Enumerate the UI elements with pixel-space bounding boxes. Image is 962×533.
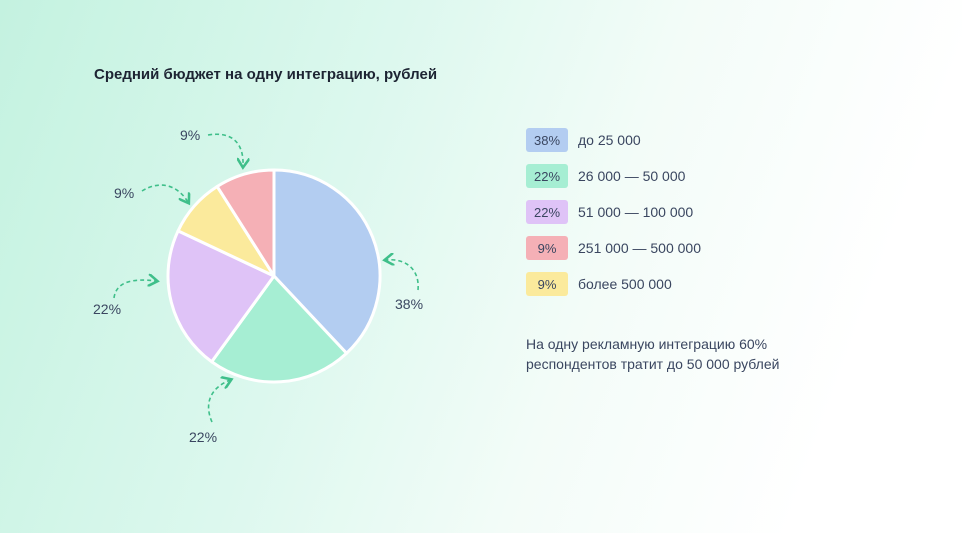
callout-arrow (113, 280, 156, 299)
callout-arrow (386, 260, 419, 291)
summary-note: На одну рекламную интеграцию 60% респонд… (526, 334, 826, 374)
slice-percent-label: 22% (93, 301, 121, 317)
legend-percent-badge: 22% (526, 200, 568, 224)
slice-percent-label: 22% (189, 429, 217, 445)
legend-item: 9% более 500 000 (526, 272, 701, 296)
legend-label: до 25 000 (578, 132, 641, 148)
legend-percent-badge: 9% (526, 272, 568, 296)
legend-label: 51 000 — 100 000 (578, 204, 694, 220)
slice-percent-label: 9% (114, 185, 134, 201)
legend-label: более 500 000 (578, 276, 672, 292)
callout-arrow (141, 184, 188, 202)
slice-percent-label: 9% (180, 127, 200, 143)
note-line-1: На одну рекламную интеграцию 60% (526, 336, 768, 352)
legend-percent-badge: 38% (526, 128, 568, 152)
legend-item: 38% до 25 000 (526, 128, 701, 152)
chart-title: Средний бюджет на одну интеграцию, рубле… (94, 66, 438, 83)
note-line-2: респондентов тратит до 50 000 рублей (526, 356, 780, 372)
legend-item: 22% 51 000 — 100 000 (526, 200, 701, 224)
legend-percent-badge: 9% (526, 236, 568, 260)
pie-slice (215, 168, 276, 278)
legend-label: 251 000 — 500 000 (578, 240, 701, 256)
legend: 38% до 25 000 22% 26 000 — 50 000 22% 51 000 … (526, 128, 701, 308)
slice-percent-label: 38% (395, 296, 423, 312)
legend-item: 9% 251 000 — 500 000 (526, 236, 701, 260)
callout-arrow (207, 380, 230, 423)
pie-slice (272, 168, 382, 355)
legend-item: 22% 26 000 — 50 000 (526, 164, 701, 188)
legend-label: 26 000 — 50 000 (578, 168, 686, 184)
callout-arrow (207, 133, 243, 166)
legend-percent-badge: 22% (526, 164, 568, 188)
pie-slice (210, 274, 349, 384)
